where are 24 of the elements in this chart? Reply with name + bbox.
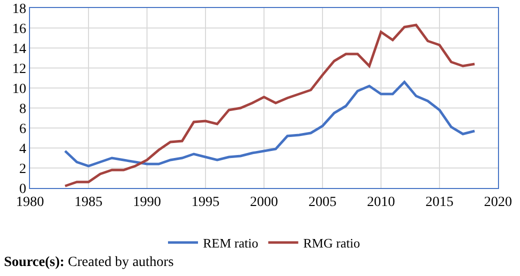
y-tick-label: 14 xyxy=(12,42,26,57)
line-series xyxy=(64,24,476,188)
y-tick-label: 10 xyxy=(12,82,26,97)
source-note: Source(s): Created by authors xyxy=(4,255,174,270)
x-tick-label: 1990 xyxy=(133,194,161,210)
x-tick-label: 2000 xyxy=(250,194,278,210)
x-tick-label: 2015 xyxy=(426,194,454,210)
x-tick-label: 2010 xyxy=(367,194,395,210)
line-series xyxy=(64,80,476,168)
legend-label: REM ratio xyxy=(203,236,258,251)
y-tick-label: 0 xyxy=(19,182,26,197)
y-tick-label: 8 xyxy=(19,102,26,117)
y-tick-label: 16 xyxy=(12,22,26,37)
x-tick-label: 2005 xyxy=(308,194,336,210)
y-tick-label: 12 xyxy=(12,62,26,77)
y-tick-label: 4 xyxy=(19,142,26,157)
x-tick-label: 2020 xyxy=(484,194,512,210)
x-tick-label: 1995 xyxy=(192,194,220,210)
x-tick-label: 1985 xyxy=(74,194,102,210)
y-tick-label: 2 xyxy=(19,162,26,177)
legend-label: RMG ratio xyxy=(303,236,360,251)
y-tick-label: 18 xyxy=(12,2,26,17)
x-tick-label: 1980 xyxy=(16,194,44,210)
y-tick-label: 6 xyxy=(19,122,26,137)
